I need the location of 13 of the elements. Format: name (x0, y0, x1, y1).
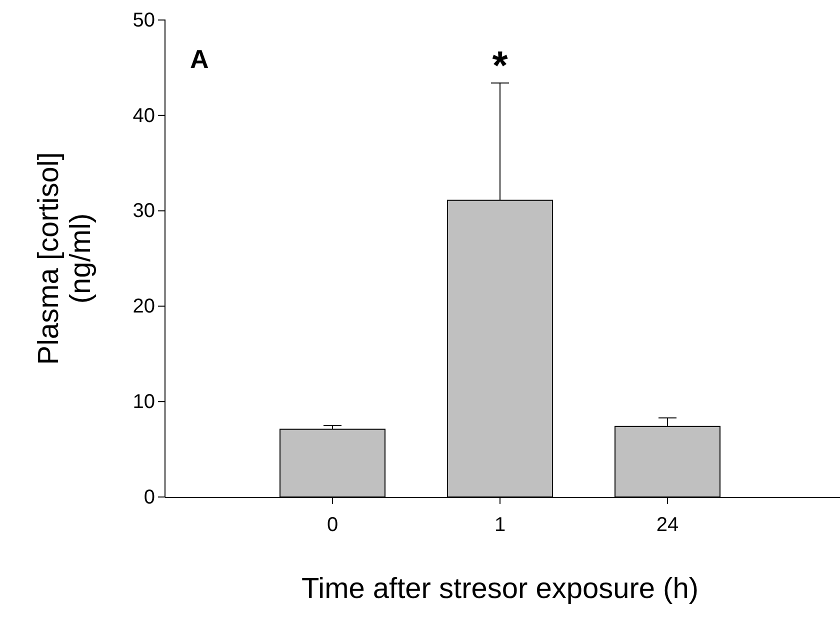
annotation: * (492, 44, 508, 88)
y-tick-label: 20 (132, 296, 155, 318)
y-axis-title: Plasma [cortisol] (ng/ml) (33, 152, 97, 365)
y-tick-label: 10 (132, 391, 155, 413)
y-tick-label: 40 (132, 104, 155, 127)
x-tick-label: 0 (326, 514, 338, 536)
x-tick-label: 1 (494, 514, 506, 536)
y-tick-label: 30 (132, 200, 155, 222)
y-tick-label: 0 (144, 486, 155, 508)
annotation: A (190, 44, 209, 74)
x-axis-title: Time after stresor exposure (h) (302, 573, 698, 605)
y-tick-label: 50 (132, 9, 155, 32)
x-tick-label: 24 (656, 514, 679, 536)
